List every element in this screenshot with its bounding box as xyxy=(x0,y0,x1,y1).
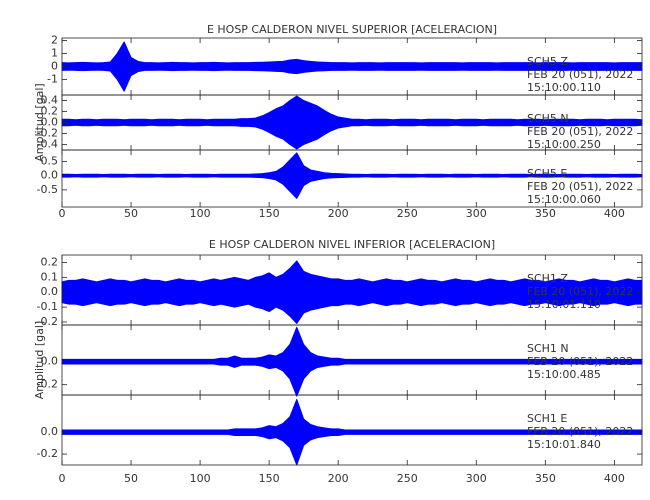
y-tick-label: 0.0 xyxy=(41,425,59,438)
y-tick-label: 0.2 xyxy=(41,255,59,268)
x-tick-label: 250 xyxy=(397,472,418,485)
trace-label: FEB 20 (051), 2022 xyxy=(527,180,633,193)
x-tick-label: 300 xyxy=(466,207,487,220)
y-tick-label: 0.4 xyxy=(41,94,59,107)
y-axis-label: Amplitud [gal] xyxy=(33,83,46,161)
x-tick-label: 150 xyxy=(259,207,280,220)
x-tick-label: 100 xyxy=(190,207,211,220)
y-tick-label: 2 xyxy=(51,34,58,47)
x-tick-label: 50 xyxy=(124,472,138,485)
chart-title: E HOSP CALDERON NIVEL SUPERIOR [ACELERAC… xyxy=(207,23,497,36)
x-tick-label: 300 xyxy=(466,472,487,485)
y-tick-label: 0 xyxy=(51,60,58,73)
x-tick-label: 50 xyxy=(124,207,138,220)
y-tick-label: -0.4 xyxy=(37,138,58,151)
x-tick-label: 150 xyxy=(259,472,280,485)
trace-label: SCH1 N xyxy=(527,342,569,355)
x-tick-label: 350 xyxy=(535,207,556,220)
x-tick-label: 400 xyxy=(604,472,625,485)
x-tick-label: 0 xyxy=(59,207,66,220)
y-tick-label: 0.0 xyxy=(41,116,59,129)
trace-label: SCH5 E xyxy=(527,167,567,180)
y-tick-label: 0.0 xyxy=(41,355,59,368)
x-tick-label: 400 xyxy=(604,207,625,220)
trace-label: FEB 20 (051), 2022 xyxy=(527,355,633,368)
trace-label: 15:10:01.840 xyxy=(527,438,601,451)
y-tick-label: -0.1 xyxy=(37,300,58,313)
x-tick-label: 200 xyxy=(328,207,349,220)
x-tick-label: 200 xyxy=(328,472,349,485)
trace-label: FEB 20 (051), 2022 xyxy=(527,125,633,138)
y-tick-label: -0.2 xyxy=(37,447,58,460)
x-tick-label: 350 xyxy=(535,472,556,485)
trace-label: 15:10:00.110 xyxy=(527,81,601,94)
x-tick-label: 100 xyxy=(190,472,211,485)
y-tick-label: 1 xyxy=(51,47,58,60)
y-tick-label: -1 xyxy=(47,72,58,85)
y-tick-label: -0.2 xyxy=(37,315,58,328)
y-tick-label: -0.2 xyxy=(37,127,58,140)
trace-label: 15:10:00.485 xyxy=(527,368,601,381)
trace-label: 15:10:00.060 xyxy=(527,193,601,206)
trace-label: FEB 20 (051), 2022 xyxy=(527,425,633,438)
y-tick-label: 0.0 xyxy=(41,169,59,182)
y-tick-label: 0.1 xyxy=(41,270,59,283)
x-tick-label: 250 xyxy=(397,207,418,220)
y-tick-label: -0.2 xyxy=(37,378,58,391)
panel-frame xyxy=(61,149,643,208)
y-tick-label: -0.5 xyxy=(37,183,58,196)
x-tick-label: 0 xyxy=(59,472,66,485)
y-axis-label: Amplitud [gal] xyxy=(33,321,46,399)
panel-frame xyxy=(61,394,643,466)
y-tick-label: 0.0 xyxy=(41,285,59,298)
trace-label: SCH1 Z xyxy=(527,272,568,285)
trace-label: SCH1 E xyxy=(527,412,567,425)
trace-label: SCH5 Z xyxy=(527,55,568,68)
trace-label: 15:10:01.110 xyxy=(527,298,601,311)
trace-label: 15:10:00.250 xyxy=(527,138,601,151)
y-tick-label: 0.2 xyxy=(41,105,59,118)
trace-label: FEB 20 (051), 2022 xyxy=(527,68,633,81)
trace-label: SCH5 N xyxy=(527,112,569,125)
chart-title: E HOSP CALDERON NIVEL INFERIOR [ACELERAC… xyxy=(209,238,495,251)
trace-label: FEB 20 (051), 2022 xyxy=(527,285,633,298)
y-tick-label: 0.5 xyxy=(41,154,59,167)
